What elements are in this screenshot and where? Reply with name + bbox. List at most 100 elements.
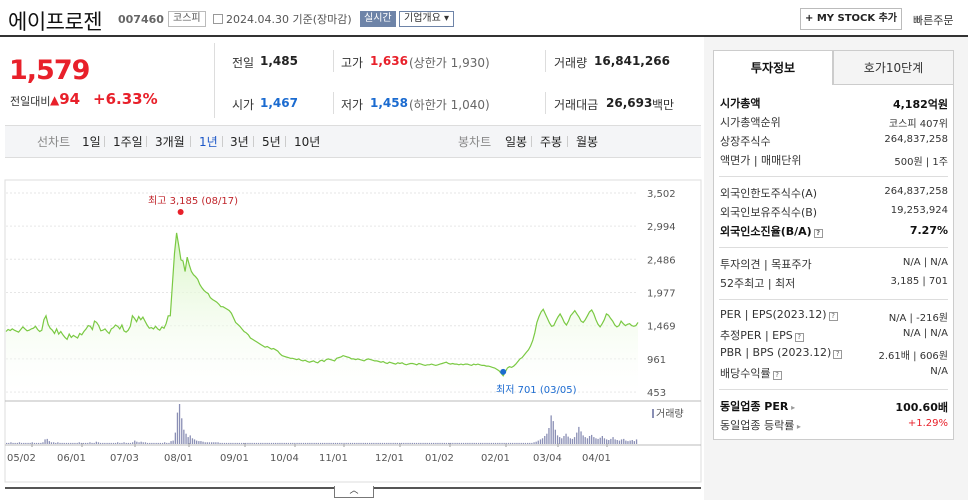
price-chart[interactable]: 3,502 2,994 2,486 1,977 1,469 961 453 05/02 06/0… — [0, 175, 702, 487]
volume-bar — [206, 442, 208, 444]
volume-bar — [23, 442, 25, 444]
volume-bar — [486, 442, 488, 444]
help-icon[interactable]: ? — [772, 371, 782, 380]
volume-bar — [55, 442, 57, 444]
info-label-text: 배당수익률 — [720, 367, 771, 380]
chevron-right-icon[interactable]: ▸ — [794, 422, 801, 431]
x-tick-label: 03/04 — [533, 453, 562, 464]
lower-limit: (하한가 1,040) — [409, 98, 490, 112]
volume-bar — [418, 442, 420, 444]
volume-bar — [610, 438, 612, 444]
info-label-text: 시가총액 — [720, 97, 761, 110]
volume-bar — [219, 442, 221, 444]
candle-weekly[interactable]: 주봉 — [540, 135, 563, 149]
volume-bar — [351, 442, 354, 444]
collapse-chart-button[interactable]: ︿ — [334, 486, 374, 498]
add-mystock-button[interactable]: + MY STOCK 추가 — [800, 8, 902, 30]
volume-bar — [456, 442, 458, 444]
x-tick-label: 02/01 — [481, 453, 510, 464]
info-label: 외국인한도주식수(A) — [720, 185, 817, 201]
help-icon[interactable]: ? — [794, 333, 804, 342]
open-value: 1,467 — [260, 96, 298, 110]
volume-bar — [443, 442, 445, 444]
volume-bar — [490, 442, 492, 444]
candle-monthly[interactable]: 월봉 — [576, 135, 599, 149]
info-label-text: 액면가 | 매매단위 — [720, 154, 802, 167]
period-5y[interactable]: 5년 — [262, 135, 281, 149]
volume-bar — [174, 432, 176, 444]
period-3y[interactable]: 3년 — [230, 135, 249, 149]
help-icon[interactable]: ? — [813, 229, 823, 238]
x-tick-label: 12/01 — [375, 453, 404, 464]
volume-bar — [401, 442, 403, 444]
divider — [214, 43, 215, 118]
period-1w[interactable]: 1주일 — [113, 135, 143, 149]
volume-bar — [149, 442, 151, 444]
tab-orderbook[interactable]: 호가10단계 — [833, 50, 954, 85]
volume-bar — [546, 433, 548, 444]
volume-bar — [217, 442, 219, 444]
volume-bar — [635, 439, 638, 444]
info-label: 배당수익률? — [720, 365, 782, 381]
volume-bar — [247, 442, 249, 444]
x-tick-label: 05/02 — [7, 453, 36, 464]
x-tick-label: 01/02 — [425, 453, 454, 464]
volume-bar — [161, 442, 164, 444]
volume-bar — [108, 442, 110, 444]
tab-investment-info[interactable]: 투자정보 — [713, 50, 833, 85]
volume-bar — [138, 442, 140, 444]
volume-bar — [629, 440, 631, 444]
period-1y[interactable]: 1년 — [199, 135, 218, 149]
volume-bar — [435, 442, 437, 444]
volume-bar — [426, 442, 428, 444]
volume-bar — [341, 442, 343, 444]
period-3m[interactable]: 3개월 — [155, 135, 185, 149]
volume-bar — [422, 442, 424, 444]
volume-bar — [396, 442, 398, 444]
volume-bar — [415, 442, 418, 444]
info-label-text: 추정PER | EPS — [720, 329, 793, 342]
info-label: 외국인보유주식수(B) — [720, 204, 817, 220]
volume-bar — [381, 442, 384, 444]
info-box — [713, 85, 954, 440]
info-label: 동일업종 등락률 ▸ — [720, 417, 801, 433]
volume-bar — [388, 442, 390, 444]
volume-bar — [266, 442, 268, 444]
volume-bar — [386, 442, 388, 444]
volume-bar — [277, 442, 279, 444]
company-overview-button[interactable]: 기업개요 ▾ — [399, 11, 455, 27]
chevron-right-icon[interactable]: ▸ — [788, 403, 796, 412]
help-icon[interactable]: ? — [828, 312, 838, 321]
x-tick-label: 11/01 — [319, 453, 348, 464]
volume-bar — [454, 442, 456, 444]
info-label-text: 상장주식수 — [720, 135, 771, 148]
volume-bar — [606, 439, 608, 444]
volume-bar — [142, 442, 144, 444]
volume-bar — [403, 442, 405, 444]
volume-bar — [480, 442, 482, 444]
divider — [222, 136, 223, 147]
divider — [531, 136, 532, 147]
volume-bar — [164, 442, 166, 444]
y-tick-label: 2,486 — [647, 255, 676, 266]
volume-bar — [535, 441, 537, 444]
period-10y[interactable]: 10년 — [294, 135, 321, 149]
candle-daily[interactable]: 일봉 — [505, 135, 528, 149]
volume-bar — [82, 442, 85, 444]
volume-bar — [178, 404, 181, 444]
change-rate: +6.33% — [93, 90, 158, 108]
volume-bar — [612, 437, 614, 444]
volume-legend-swatch — [652, 409, 654, 418]
volume-bar — [437, 442, 439, 444]
volume-bar — [134, 440, 136, 444]
help-icon[interactable]: ? — [833, 350, 843, 359]
volume-bar — [257, 442, 260, 444]
y-tick-label: 961 — [647, 355, 666, 366]
period-1d[interactable]: 1일 — [82, 135, 101, 149]
volume-bar — [413, 442, 416, 444]
realtime-badge[interactable]: 실시간 — [360, 11, 396, 27]
volume-bar — [514, 442, 516, 444]
volume-bar — [198, 441, 200, 444]
quick-order-button[interactable]: 빠른주문 — [913, 14, 954, 27]
volume-bar — [580, 431, 582, 444]
